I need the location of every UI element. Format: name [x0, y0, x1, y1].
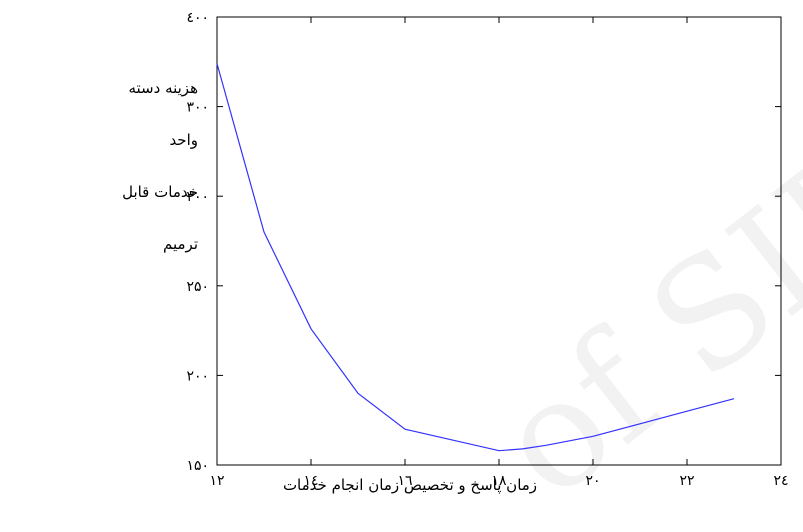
- series-line-1: [216, 63, 735, 452]
- y-tick-label: ۲۵۰: [186, 279, 209, 295]
- x-axis-label: زمان پاسخ و تخصیص زمان انجام خدمات: [282, 476, 538, 494]
- x-tick-label: ۱۲: [209, 473, 224, 489]
- y-axis-label-line-4: ترمیم: [163, 235, 198, 253]
- x-tick-label: ۲۰: [585, 473, 600, 489]
- plot-area-frame: [216, 16, 782, 466]
- y-tick-label: ۳۰۰: [186, 100, 209, 116]
- y-axis-label-line-2: واحد: [169, 131, 198, 149]
- y-axis-label-line-3: خدمات قابل: [122, 183, 198, 201]
- y-axis-label-line-1: هزینه دسته: [128, 79, 198, 97]
- y-tick-label: ۲۰۰: [186, 368, 209, 384]
- x-tick-label: ۱٤: [303, 473, 318, 489]
- series-layer: [216, 63, 735, 452]
- x-tick-label: ۱٦: [397, 473, 412, 489]
- axis-tick-labels: ۱۲ ۱٤ ۱٦ ۱۸ ۲۰ ۲۲ ۲٤ ۱۵۰ ۲۰۰ ۲۵۰ ۳۰۰ ۳۰۰ ٤۰۰: [186, 10, 788, 489]
- axis-ticks: [216, 16, 782, 466]
- x-tick-label: ۲۲: [679, 473, 694, 489]
- y-axis-label: هزینه دسته واحد خدمات قابل ترمیم: [8, 78, 198, 286]
- x-tick-label: ۱۸: [491, 473, 507, 489]
- y-tick-label: ۱۵۰: [186, 458, 209, 474]
- x-tick-label: ۲٤: [773, 473, 788, 489]
- y-tick-label: ٤۰۰: [186, 10, 209, 26]
- y-tick-label: ۳۰۰: [186, 189, 209, 205]
